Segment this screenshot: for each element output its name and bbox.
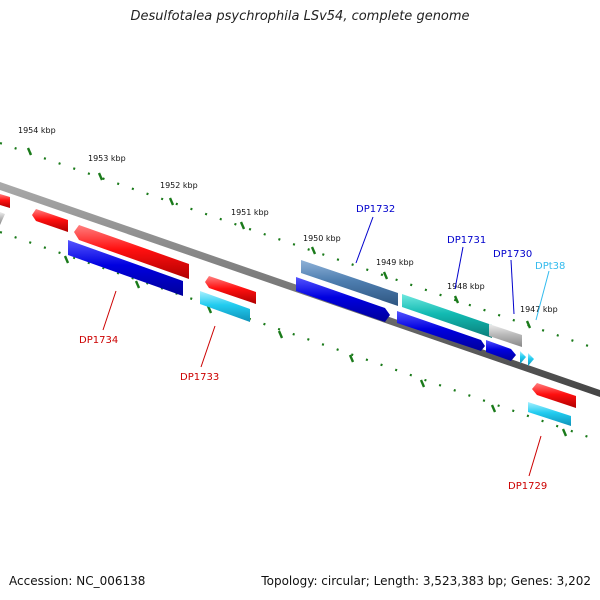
gene-label: DP1729 [508,481,547,492]
genome-title: Desulfotalea psychrophila LSv54, complet… [130,9,470,24]
accession-text: Accession: NC_006138 [9,574,146,588]
length-text: Length: 3,523,383 bp; [373,574,508,588]
gene-feature [74,225,189,279]
gene-feature [32,209,68,232]
gene-feature [486,340,516,361]
gene-feature [532,383,576,408]
gene-label: DP1733 [180,372,219,383]
gene-feature [528,353,534,366]
scale-label: 1949 kbp [376,258,414,267]
genome-stats: Topology: circular; Length: 3,523,383 bp… [261,574,591,588]
gene-feature [200,291,250,322]
gene-feature [520,351,526,364]
gene-label: DP1732 [356,204,395,215]
gene-labels: DP1734 DP1733 DP1732 DP1731 DP1730 DPt38… [79,204,565,492]
gene-label: DP1731 [447,235,486,246]
gene-feature [528,402,571,426]
gene-feature [296,277,390,322]
gene-feature [489,324,522,347]
genes-count-text: Genes: 3,202 [510,574,591,588]
scale-label: 1948 kbp [447,282,485,291]
scale-label: 1953 kbp [88,154,126,163]
scale-label: 1951 kbp [231,208,269,217]
gene-feature [0,212,5,225]
gene-label: DP1734 [79,335,118,346]
ruler-upper [0,141,600,352]
gene-feature [402,294,492,338]
scale-label: 1950 kbp [303,234,341,243]
gene-feature [301,260,398,306]
gene-label: DPt38 [535,261,565,272]
label-leaders [102,216,550,477]
topology-text: Topology: circular; [261,574,370,588]
scale-label: 1952 kbp [160,181,198,190]
scale-label: 1954 kbp [18,126,56,135]
gene-feature [68,240,183,296]
gene-feature [0,194,10,208]
gene-label: DP1730 [493,249,532,260]
ruler-major-ticks [26,147,568,437]
gene-feature [205,276,256,304]
genes [0,194,576,426]
gene-feature [397,311,485,351]
